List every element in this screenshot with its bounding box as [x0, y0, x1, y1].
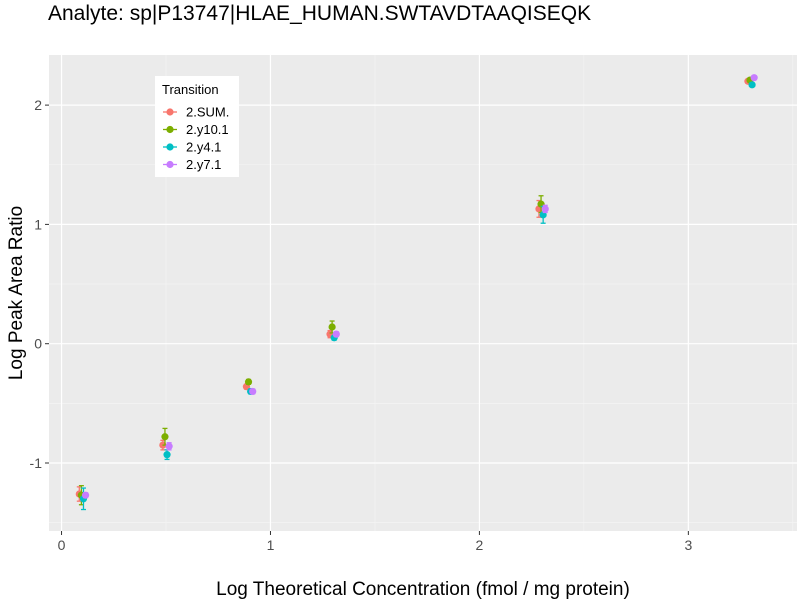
y-tick-label: 0	[34, 336, 42, 352]
x-tick-label: 3	[684, 537, 692, 553]
data-point	[750, 74, 758, 82]
grid-major	[49, 55, 797, 531]
legend-items: 2.SUM. 2.y10.1 2.y4.1 2.y7.1	[163, 105, 229, 172]
legend-key-point	[166, 125, 174, 134]
x-tick-label: 2	[476, 537, 484, 553]
x-tick-label: 1	[267, 537, 275, 553]
x-tick-label: 0	[58, 537, 66, 553]
legend-key-point	[166, 108, 174, 116]
legend-key-point	[166, 143, 174, 151]
legend-label: 2.y7.1	[186, 157, 221, 172]
data-point	[161, 433, 169, 441]
y-axis-ticks: -1 0 1 2	[30, 97, 49, 471]
data-point	[328, 323, 336, 331]
legend-label: 2.y4.1	[186, 140, 221, 155]
chart-title: Analyte: sp|P13747|HLAE_HUMAN.SWTAVDTAAQ…	[48, 2, 592, 25]
y-axis-title: Log Peak Area Ratio	[6, 206, 27, 380]
legend: Transition 2.SUM. 2.y10.1 2.y4.1 2.y7.1	[155, 76, 239, 177]
data-point	[249, 387, 257, 396]
data-point	[244, 378, 253, 386]
data-point	[541, 205, 549, 213]
x-axis-title: Log Theoretical Concentration (fmol / mg…	[216, 579, 630, 600]
y-tick-label: -1	[30, 455, 43, 471]
data-point	[165, 442, 173, 450]
y-tick-label: 2	[34, 97, 42, 113]
data-marks	[75, 74, 758, 511]
legend-key-point	[166, 160, 174, 169]
data-point	[332, 330, 340, 338]
series-2.y7.1	[81, 74, 758, 499]
y-tick-label: 1	[34, 216, 42, 232]
x-axis-ticks: 0 1 2 3	[58, 531, 692, 553]
legend-title: Transition	[162, 82, 219, 97]
data-point	[748, 81, 756, 89]
data-point	[163, 451, 171, 459]
legend-label: 2.y10.1	[186, 122, 229, 137]
legend-label: 2.SUM.	[186, 105, 229, 120]
data-point	[81, 491, 90, 499]
series-2.SUM.	[75, 77, 752, 502]
